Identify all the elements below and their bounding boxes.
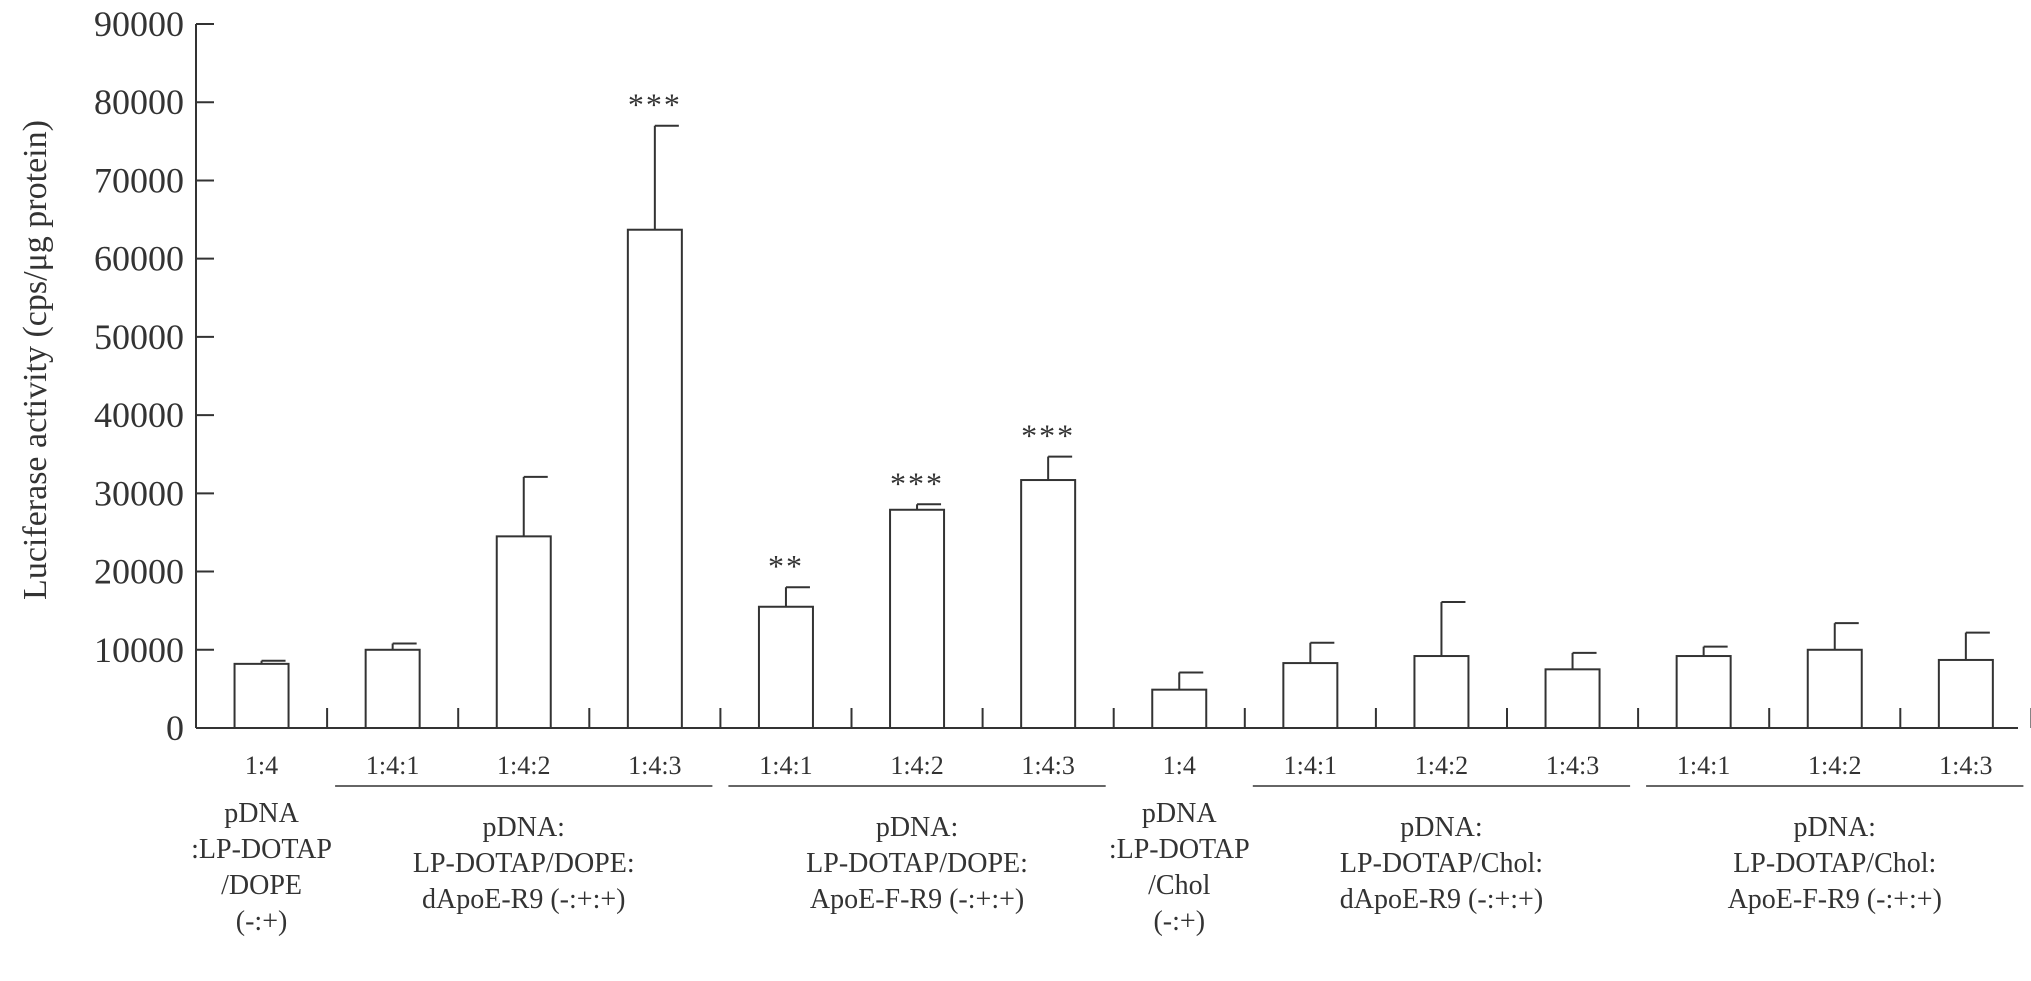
bar xyxy=(495,535,552,729)
group-label: ApoE-F-R9 (-:+:+) xyxy=(1728,884,1942,915)
bar xyxy=(757,605,814,729)
group-label: /DOPE xyxy=(221,870,302,901)
x-labels: 1:4 1:4:1 1:4:2 1:4:3 1:4:1 1:4:2 1:4:3 1:4 1:4:… xyxy=(245,751,1993,780)
group-labels: pDNA :LP-DOTAP/DOPE (-:+) pDNA: LP-DOTAP/DOP… xyxy=(191,785,2024,937)
x-axis xyxy=(196,708,2031,729)
category-label: 1:4 xyxy=(245,751,278,780)
category-label: 1:4:2 xyxy=(890,751,943,780)
bar xyxy=(889,508,946,730)
category-label: 1:4:1 xyxy=(366,751,419,780)
significance-label: *** xyxy=(628,87,682,123)
y-tick-label: 90000 xyxy=(94,4,184,44)
bar xyxy=(1151,688,1208,729)
category-label: 1:4:3 xyxy=(1021,751,1074,780)
bar xyxy=(626,228,683,729)
bars: *********** xyxy=(233,87,1994,730)
bar xyxy=(233,662,290,730)
group-label: :LP-DOTAP xyxy=(1109,834,1250,865)
group-label: LP-DOTAP/Chol: xyxy=(1733,848,1936,879)
bar xyxy=(1282,662,1339,730)
y-tick-label: 60000 xyxy=(94,239,184,279)
y-axis-title: Luciferase activity (cps/μg protein) xyxy=(17,120,54,600)
significance-label: *** xyxy=(1021,418,1075,454)
y-tick-label: 40000 xyxy=(94,395,184,435)
bar xyxy=(1675,655,1732,730)
bar xyxy=(1544,668,1601,729)
bar xyxy=(364,648,421,729)
group-label: pDNA xyxy=(224,798,299,829)
category-label: 1:4:3 xyxy=(1939,751,1992,780)
y-axis: 0 10000 20000 30000 40000 50000 60000 70000 8000… xyxy=(94,4,214,748)
category-label: 1:4:1 xyxy=(759,751,812,780)
significance-label: ** xyxy=(768,548,804,584)
group-label: dApoE-R9 (-:+:+) xyxy=(422,884,625,915)
group-label: pDNA: xyxy=(1794,812,1876,843)
y-tick-label: 10000 xyxy=(94,630,184,670)
group-label: LP-DOTAP/Chol: xyxy=(1340,848,1543,879)
group-label: ApoE-F-R9 (-:+:+) xyxy=(810,884,1024,915)
y-tick-label: 80000 xyxy=(94,82,184,122)
group-label: pDNA: xyxy=(1400,812,1482,843)
group-label: pDNA xyxy=(1142,798,1217,829)
group-label: LP-DOTAP/DOPE: xyxy=(413,848,635,879)
category-label: 1:4 xyxy=(1163,751,1196,780)
group-label: (-:+) xyxy=(1153,906,1205,937)
bar xyxy=(1020,479,1077,729)
category-label: 1:4:3 xyxy=(1546,751,1599,780)
group-label: (-:+) xyxy=(236,906,288,937)
category-label: 1:4:1 xyxy=(1677,751,1730,780)
group-label: pDNA: xyxy=(483,812,565,843)
bar xyxy=(1413,655,1470,730)
group-label: :LP-DOTAP xyxy=(191,834,332,865)
bar xyxy=(1937,658,1994,729)
category-label: 1:4:2 xyxy=(1808,751,1861,780)
category-label: 1:4:1 xyxy=(1284,751,1337,780)
category-label: 1:4:2 xyxy=(497,751,550,780)
category-label: 1:4:2 xyxy=(1415,751,1468,780)
bar xyxy=(1806,648,1863,729)
y-tick-label: 50000 xyxy=(94,317,184,357)
y-tick-label: 30000 xyxy=(94,473,184,513)
y-tick-label: 20000 xyxy=(94,552,184,592)
group-label: dApoE-R9 (-:+:+) xyxy=(1340,884,1543,915)
significance-label: *** xyxy=(890,465,944,501)
y-tick-label: 0 xyxy=(166,708,184,748)
group-label: /Chol xyxy=(1148,870,1210,901)
category-label: 1:4:3 xyxy=(628,751,681,780)
group-label: pDNA: xyxy=(876,812,958,843)
y-tick-label: 70000 xyxy=(94,160,184,200)
group-label: LP-DOTAP/DOPE: xyxy=(806,848,1028,879)
